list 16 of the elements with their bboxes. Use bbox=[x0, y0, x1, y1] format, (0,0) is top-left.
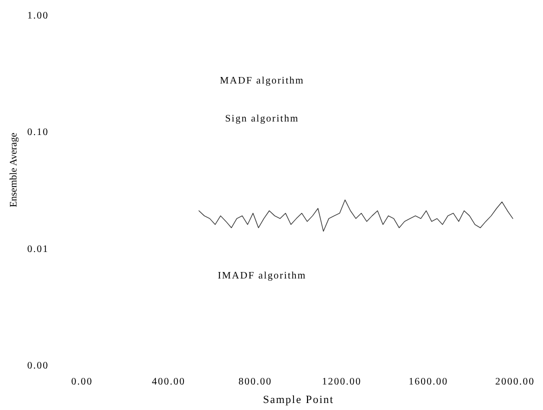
x-tick-label: 0.00 bbox=[71, 376, 93, 388]
x-axis-title: Sample Point bbox=[263, 394, 334, 406]
x-tick-label: 800.00 bbox=[238, 376, 272, 388]
annotation: Sign algorithm bbox=[225, 114, 299, 124]
annotation: MADF algorithm bbox=[220, 76, 304, 86]
annotation: IMADF algorithm bbox=[218, 270, 306, 282]
line-series bbox=[198, 200, 514, 232]
y-tick-label: 1.00 bbox=[27, 10, 49, 22]
y-axis-title: Ensemble Average bbox=[8, 132, 20, 208]
x-tick-label: 2000.00 bbox=[495, 376, 535, 388]
y-tick-label: 0.00 bbox=[27, 360, 49, 372]
x-tick-label: 400.00 bbox=[152, 376, 186, 388]
x-tick-label: 1200.00 bbox=[322, 376, 362, 388]
y-tick-label: 0.10 bbox=[27, 127, 49, 138]
x-tick-label: 1600.00 bbox=[408, 376, 448, 388]
y-tick-label: 0.01 bbox=[27, 244, 49, 255]
